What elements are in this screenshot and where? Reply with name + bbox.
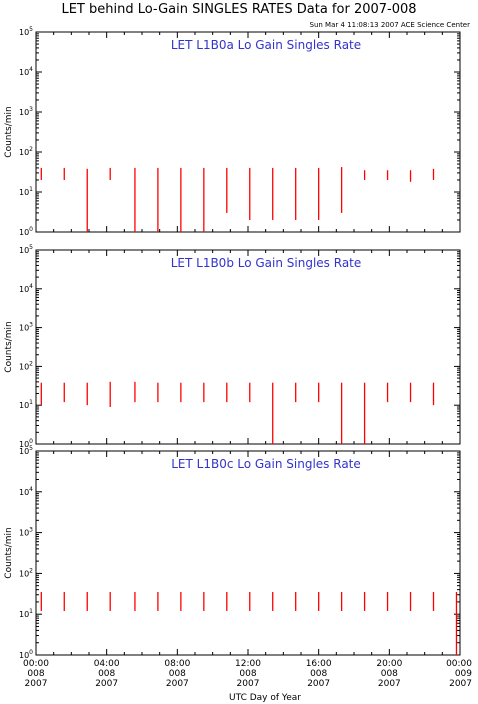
x-tick-label: 12:00: [235, 659, 261, 669]
panel-title: LET L1B0c Lo Gain Singles Rate: [171, 457, 361, 471]
y-tick-label: 104: [19, 486, 33, 497]
x-tick-label: 008: [381, 669, 398, 679]
y-tick-label: 103: [19, 527, 33, 538]
x-axis: 00:00008200704:00008200708:00008200712:0…: [23, 659, 472, 689]
data-series: [40, 592, 458, 655]
x-tick-label: 2007: [378, 679, 401, 689]
x-tick-label: 20:00: [376, 659, 402, 669]
x-tick-label: 2007: [166, 679, 189, 689]
chart-panel: 100 101 102 103 104 105 Counts/min LET L1B0b Lo…: [4, 244, 461, 449]
y-tick-label: 103: [19, 106, 33, 117]
panel-title: LET L1B0a Lo Gain Singles Rate: [171, 38, 361, 52]
panels: 100 101 102 103 104 105 Counts/min LET L1B0a Lo…: [4, 26, 461, 660]
y-tick-label: 105: [19, 244, 33, 255]
x-tick-label: 008: [310, 669, 327, 679]
y-tick-label: 102: [19, 146, 33, 157]
y-tick-label: 100: [19, 649, 33, 660]
y-tick-label: 103: [19, 322, 33, 333]
x-tick-label: 16:00: [306, 659, 332, 669]
y-tick-label: 100: [19, 438, 33, 449]
y-tick-label: 104: [19, 283, 33, 294]
y-tick-label: 102: [19, 360, 33, 371]
y-tick-label: 105: [19, 26, 33, 37]
plot-frame: [35, 31, 461, 233]
chart-panel: 100 101 102 103 104 105 Counts/min LET L1B0c Lo…: [4, 445, 461, 660]
x-tick-label: 008: [239, 669, 256, 679]
x-tick-label: 008: [169, 669, 186, 679]
y-tick-label: 101: [19, 186, 33, 197]
panel-title: LET L1B0b Lo Gain Singles Rate: [171, 256, 362, 270]
data-series: [40, 381, 435, 444]
x-axis-title: UTC Day of Year: [229, 693, 301, 703]
x-tick-label: 2007: [95, 679, 118, 689]
data-series: [40, 167, 435, 232]
y-tick-label: 105: [19, 445, 33, 456]
x-tick-label: 08:00: [164, 659, 190, 669]
x-tick-label: 009: [455, 669, 472, 679]
x-tick-label: 2007: [449, 679, 472, 689]
y-axis-title: Counts/min: [4, 321, 14, 372]
x-tick-label: 04:00: [94, 659, 120, 669]
generated-timestamp: Sun Mar 4 11:08:13 2007 ACE Science Cent…: [310, 21, 471, 29]
y-tick-label: 101: [19, 399, 33, 410]
x-tick-label: 2007: [25, 679, 48, 689]
y-axis-title: Counts/min: [4, 527, 14, 578]
plot-frame: [35, 450, 461, 656]
y-tick-label: 102: [19, 567, 33, 578]
x-tick-label: 008: [98, 669, 115, 679]
x-tick-label: 2007: [307, 679, 330, 689]
chart-panel: 100 101 102 103 104 105 Counts/min LET L1B0a Lo…: [4, 26, 461, 237]
x-tick-label: 00:00: [446, 659, 472, 669]
y-tick-label: 100: [19, 226, 33, 237]
chart-title: LET behind Lo-Gain SINGLES RATES Data fo…: [61, 2, 416, 17]
x-tick-label: 008: [27, 669, 44, 679]
y-tick-label: 101: [19, 608, 33, 619]
x-tick-label: 00:00: [23, 659, 49, 669]
y-axis-title: Counts/min: [4, 106, 14, 157]
plot-frame: [35, 249, 461, 445]
y-tick-label: 104: [19, 66, 33, 77]
x-tick-label: 2007: [237, 679, 260, 689]
